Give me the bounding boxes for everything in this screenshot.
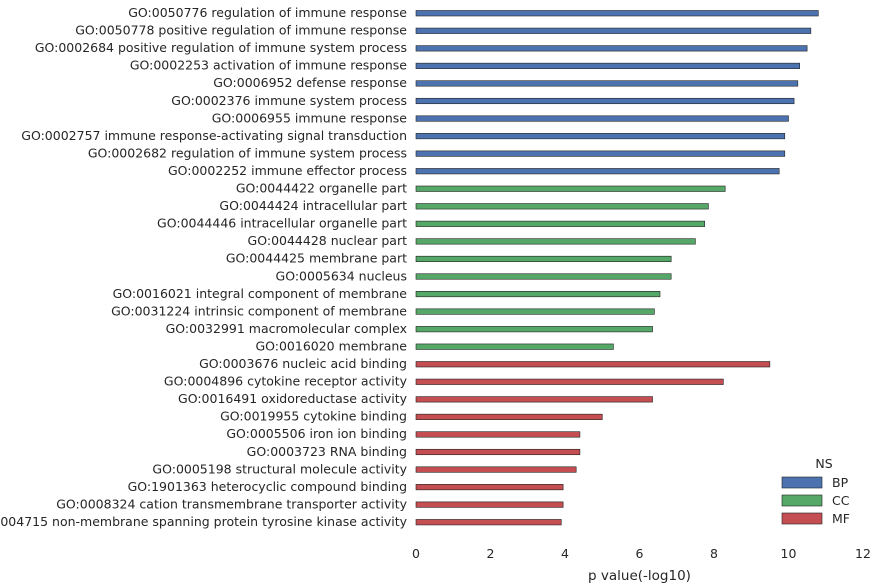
bar-cc-18 [415, 326, 653, 333]
category-label: GO:0004896 cytokine receptor activity [164, 374, 408, 389]
category-label: GO:0044446 intracellular organelle part [157, 216, 407, 231]
category-label: GO:0006952 defense response [213, 75, 407, 90]
legend-label-bp: BP [832, 475, 849, 490]
x-axis-title: p value(-log10) [588, 568, 691, 584]
category-label: GO:0003676 nucleic acid binding [199, 356, 407, 371]
bars-group [415, 10, 819, 526]
category-label: GO:0002376 immune system process [171, 93, 407, 108]
bar-cc-19 [415, 343, 614, 350]
x-tick-label: 2 [487, 546, 495, 561]
bar-cc-11 [415, 203, 709, 210]
category-label: GO:0044422 organelle part [236, 181, 407, 196]
bar-mf-26 [415, 466, 577, 473]
category-label: GO:0016020 membrane [255, 338, 407, 353]
bar-bp-1 [415, 27, 812, 34]
category-label: GO:0050776 regulation of immune response [128, 5, 407, 20]
bar-mf-21 [415, 378, 724, 385]
category-label: GO:0006955 immune response [212, 110, 408, 125]
category-labels-group: GO:0050776 regulation of immune response… [0, 5, 408, 529]
bar-mf-29 [415, 519, 562, 526]
legend-swatch-mf [781, 512, 823, 525]
bar-mf-25 [415, 448, 581, 456]
bar-bp-9 [415, 168, 780, 175]
bar-mf-23 [415, 413, 603, 420]
bar-bp-3 [415, 62, 800, 69]
category-label: GO:0016021 integral component of membran… [113, 286, 408, 301]
x-tick-label: 4 [561, 546, 569, 561]
category-label: GO:0044424 intracellular part [219, 198, 407, 213]
legend-swatch-cc [781, 494, 823, 507]
category-label: GO:0002757 immune response-activating si… [21, 128, 407, 143]
category-label: GO:0008324 cation transmembrane transpor… [56, 496, 407, 511]
category-label: GO:0002253 activation of immune response [130, 58, 407, 73]
x-tick-label: 0 [412, 546, 420, 561]
bar-mf-20 [415, 361, 771, 368]
category-label: GO:0032991 macromolecular complex [166, 321, 407, 336]
bar-bp-6 [415, 115, 789, 122]
category-label: GO:0031224 intrinsic component of membra… [111, 303, 407, 318]
category-label: GO:0044425 membrane part [226, 251, 407, 266]
legend-label-cc: CC [832, 493, 850, 508]
x-tick-label: 8 [710, 546, 718, 561]
bar-mf-27 [415, 484, 564, 491]
x-tick-label: 12 [855, 546, 871, 561]
category-label: GO:0002684 positive regulation of immune… [35, 40, 407, 55]
legend-title: NS [815, 456, 832, 471]
bar-cc-13 [415, 238, 696, 245]
bar-mf-22 [415, 396, 653, 403]
bar-cc-10 [415, 185, 726, 192]
category-label: GO:0044428 nuclear part [248, 233, 408, 248]
legend-label-mf: MF [832, 511, 850, 526]
x-tick-labels-group: 0 2 4 6 8 10 12 [412, 546, 871, 561]
bar-bp-0 [415, 10, 819, 17]
bar-bp-8 [415, 150, 786, 157]
bar-bp-7 [415, 133, 786, 140]
category-label: GO:0005198 structural molecule activity [152, 461, 407, 476]
category-label: GO:0019955 cytokine binding [220, 409, 407, 424]
category-label: GO:0050778 positive regulation of immune… [75, 23, 407, 38]
category-label: GO:1901363 heterocyclic compound binding [128, 479, 407, 494]
category-label: GO:0005634 nucleus [276, 268, 407, 283]
bar-cc-14 [415, 255, 672, 263]
bar-bp-5 [415, 97, 795, 105]
bar-mf-28 [415, 501, 564, 508]
category-label: GO:0003723 RNA binding [247, 444, 407, 459]
legend: NS BP CC MF [781, 456, 850, 526]
category-label: GO:0005506 iron ion binding [226, 426, 407, 441]
legend-items-group: BP CC MF [781, 475, 850, 526]
bar-mf-24 [415, 431, 581, 438]
category-label: GO:0002252 immune effector process [168, 163, 407, 178]
bar-cc-16 [415, 290, 661, 298]
bar-bp-2 [415, 45, 808, 52]
x-tick-label: 10 [781, 546, 797, 561]
bar-cc-15 [415, 273, 672, 280]
x-tick-label: 6 [636, 546, 644, 561]
category-label: GO:0016491 oxidoreductase activity [178, 391, 408, 406]
category-label: GO:0004715 non-membrane spanning protein… [0, 514, 408, 529]
bar-cc-12 [415, 220, 705, 227]
bar-cc-17 [415, 308, 655, 315]
legend-swatch-bp [781, 476, 823, 489]
category-label: GO:0002682 regulation of immune system p… [88, 145, 407, 160]
bar-bp-4 [415, 80, 799, 87]
